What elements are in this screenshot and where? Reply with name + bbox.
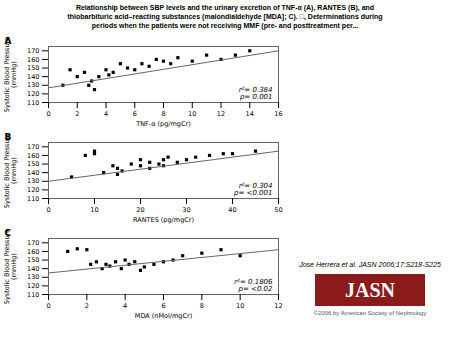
svg-text:120: 120 xyxy=(27,90,39,98)
svg-text:Systolic Blood Pressure(mmHg): Systolic Blood Pressure(mmHg) xyxy=(3,133,18,208)
svg-text:10: 10 xyxy=(90,206,98,214)
svg-text:140: 140 xyxy=(27,73,39,81)
svg-text:150: 150 xyxy=(27,64,39,72)
svg-text:8: 8 xyxy=(161,110,165,118)
svg-text:14: 14 xyxy=(246,110,254,118)
svg-text:20: 20 xyxy=(136,206,144,214)
svg-text:0: 0 xyxy=(46,302,50,310)
svg-text:110: 110 xyxy=(27,195,39,203)
svg-text:16: 16 xyxy=(274,110,282,118)
svg-text:4: 4 xyxy=(123,302,127,310)
svg-text:160: 160 xyxy=(27,56,39,64)
svg-text:12: 12 xyxy=(274,302,282,310)
svg-text:110: 110 xyxy=(27,291,39,299)
svg-text:Systolic Blood Pressure(mmHg): Systolic Blood Pressure(mmHg) xyxy=(3,229,18,304)
svg-text:140: 140 xyxy=(27,265,39,273)
svg-text:2: 2 xyxy=(75,110,79,118)
svg-text:160: 160 xyxy=(27,248,39,256)
svg-text:B: B xyxy=(5,132,12,142)
svg-text:RANTES (pg/mgCr): RANTES (pg/mgCr) xyxy=(133,216,194,224)
html-text:Jose Herrera et al. JASN 2006;: Jose Herrera et al. JASN 2006;17:S218-S2… xyxy=(299,261,441,269)
svg-text:30: 30 xyxy=(182,206,190,214)
svg-text:12: 12 xyxy=(217,110,225,118)
svg-text:C: C xyxy=(5,228,12,238)
svg-text:6: 6 xyxy=(133,110,137,118)
svg-text:150: 150 xyxy=(27,160,39,168)
svg-text:40: 40 xyxy=(228,206,236,214)
svg-text:50: 50 xyxy=(274,206,282,214)
svg-text:170: 170 xyxy=(27,143,39,151)
svg-text:TNF-α (pg/mgCr): TNF-α (pg/mgCr) xyxy=(135,120,190,128)
svg-text:170: 170 xyxy=(27,47,39,55)
svg-text:170: 170 xyxy=(27,239,39,247)
svg-text:10: 10 xyxy=(188,110,196,118)
svg-text:2: 2 xyxy=(85,302,89,310)
svg-text:r²= 0.384p= 0.001: r²= 0.384p= 0.001 xyxy=(239,86,273,101)
svg-text:140: 140 xyxy=(27,169,39,177)
svg-text:8: 8 xyxy=(200,302,204,310)
svg-text:r²= 0.304p= <0.001: r²= 0.304p= <0.001 xyxy=(233,182,272,197)
svg-text:0: 0 xyxy=(46,206,50,214)
html-text:JASN: JASN xyxy=(345,278,395,301)
svg-text:A: A xyxy=(5,36,12,46)
svg-text:4: 4 xyxy=(104,110,108,118)
svg-text:10: 10 xyxy=(236,302,244,310)
html-text:©2006 by American Society of N: ©2006 by American Society of Nephrology xyxy=(313,310,427,317)
html-text:Relationship between SBP level: Relationship between SBP levels and the … xyxy=(67,4,383,30)
svg-text:r²= 0.1806p= <0.02: r²= 0.1806p= <0.02 xyxy=(234,278,273,293)
svg-text:130: 130 xyxy=(27,178,39,186)
svg-text:MDA (nMol/mgCr): MDA (nMol/mgCr) xyxy=(135,312,192,320)
svg-text:120: 120 xyxy=(27,186,39,194)
svg-text:120: 120 xyxy=(27,282,39,290)
svg-text:130: 130 xyxy=(27,82,39,90)
svg-text:6: 6 xyxy=(161,302,165,310)
svg-text:160: 160 xyxy=(27,152,39,160)
svg-text:150: 150 xyxy=(27,256,39,264)
svg-text:130: 130 xyxy=(27,274,39,282)
svg-text:Systolic Blood Pressure(mmHg): Systolic Blood Pressure(mmHg) xyxy=(3,37,18,112)
svg-text:110: 110 xyxy=(27,99,39,107)
svg-text:0: 0 xyxy=(46,110,50,118)
